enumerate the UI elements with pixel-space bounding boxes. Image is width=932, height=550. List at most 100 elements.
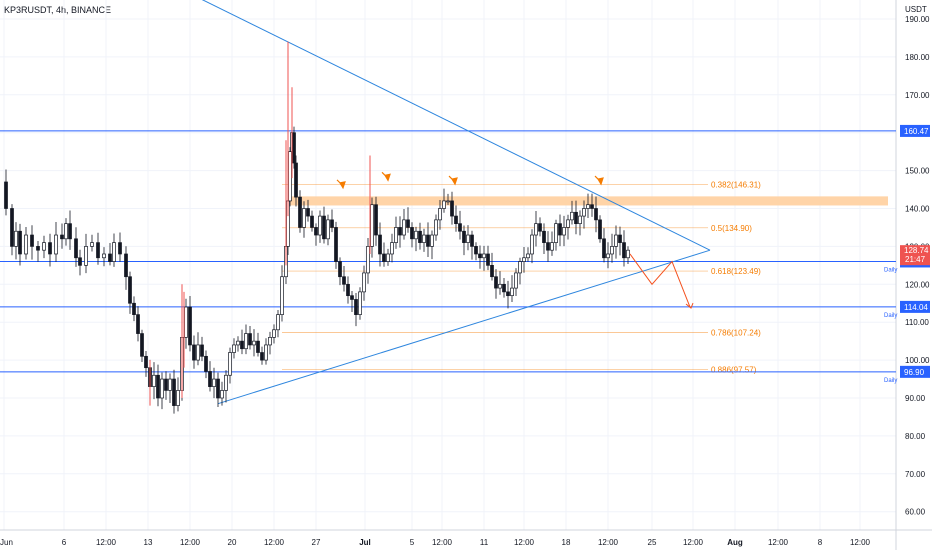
candle-body — [84, 246, 88, 266]
time-tick-label: 12:00 — [598, 538, 619, 547]
resistance-zone — [290, 196, 888, 206]
candle-body — [506, 291, 510, 297]
candle-body — [260, 352, 264, 361]
level-tag-label: Daily — [884, 378, 897, 384]
candle-body — [216, 378, 220, 399]
price-tick-label: 60.00 — [905, 508, 926, 517]
projection-path — [629, 253, 691, 308]
candle-body — [346, 283, 350, 297]
candle-body — [140, 333, 144, 357]
price-tick-label: 80.00 — [905, 432, 926, 441]
last-price-label: 128.74 — [904, 246, 929, 255]
candle-body — [586, 204, 590, 209]
candle-body — [406, 219, 410, 228]
candle-body — [184, 306, 188, 338]
candle-body — [566, 219, 570, 228]
marker-arrow-icon — [381, 171, 391, 182]
price-tick-label: 70.00 — [905, 470, 926, 479]
candle-body — [326, 219, 330, 240]
candle-body — [204, 355, 208, 372]
candle-body — [466, 234, 470, 243]
symbol-title[interactable]: KP3RUSDT, 4h, BINANCE — [4, 5, 112, 15]
candle-body — [606, 253, 610, 259]
candle-body — [54, 234, 58, 255]
candle-body — [280, 276, 284, 315]
time-tick-label: 6 — [62, 538, 67, 547]
candle-body — [474, 246, 478, 255]
level-badge-label: 96.90 — [904, 368, 925, 377]
candle-body — [622, 242, 626, 259]
candle-body — [168, 378, 172, 391]
candle-body — [212, 378, 216, 387]
candle-body — [446, 200, 450, 203]
candle-body — [244, 333, 248, 350]
candle-body — [118, 242, 122, 255]
candle-body — [386, 253, 390, 262]
candle-body — [74, 238, 78, 259]
candle-body — [450, 200, 454, 217]
level-tag-label: Daily — [884, 313, 897, 319]
candle-body — [334, 227, 338, 262]
candle-body — [522, 257, 526, 262]
candle-body — [454, 215, 458, 225]
candle-body — [18, 230, 22, 255]
candle-body — [156, 374, 160, 399]
candle-body — [294, 162, 298, 198]
candle-body — [36, 246, 40, 251]
candle-body — [570, 211, 574, 221]
candle-body — [594, 208, 598, 221]
candle-body — [200, 344, 204, 357]
candle-body — [302, 208, 306, 228]
candle-body — [78, 257, 82, 266]
level-tag-label: Daily — [884, 267, 897, 273]
fib-label: 0.786(107.24) — [711, 329, 761, 338]
time-tick-label: 12:00 — [180, 538, 201, 547]
candle-body — [188, 306, 192, 346]
candle-body — [192, 344, 196, 361]
candle-body — [546, 242, 550, 251]
candle-body — [90, 242, 94, 247]
candle-body — [252, 340, 256, 346]
candle-body — [24, 234, 28, 255]
candle-body — [4, 181, 8, 209]
time-tick-label: Aug — [727, 538, 743, 547]
candle-body — [232, 344, 236, 353]
marker-arrow-icon — [336, 179, 346, 190]
candle-body — [112, 242, 116, 262]
candle-body — [196, 344, 200, 361]
candle-body — [338, 261, 342, 278]
candle-body — [558, 223, 562, 236]
candle-body — [236, 340, 240, 346]
candle-body — [68, 223, 72, 240]
last-price-badge — [900, 245, 930, 266]
candle-body — [42, 242, 46, 251]
candle-body — [358, 291, 362, 315]
candle-body — [342, 276, 346, 285]
time-tick-label: 12:00 — [96, 538, 117, 547]
time-tick-label: 27 — [312, 538, 321, 547]
candle-body — [478, 253, 482, 259]
time-tick-label: 25 — [648, 538, 657, 547]
candle-body — [354, 299, 358, 315]
candle-body — [458, 223, 462, 232]
time-tick-label: Jul — [359, 538, 371, 547]
candle-body — [306, 208, 310, 217]
candle-body — [490, 265, 494, 278]
candle-body — [160, 378, 164, 399]
candle-body — [534, 223, 538, 236]
candle-body — [108, 253, 112, 262]
price-tick-label: 170.00 — [905, 91, 930, 100]
candle-body — [538, 223, 542, 232]
candle-body — [298, 196, 302, 228]
candle-body — [442, 200, 446, 209]
candle-body — [398, 227, 402, 236]
candle-body — [240, 340, 244, 350]
fib-label: 0.886(97.57) — [711, 365, 757, 374]
candle-body — [410, 227, 414, 240]
candle-body — [314, 227, 318, 236]
marker-arrow-icon — [448, 175, 458, 186]
candle-body — [144, 355, 148, 369]
candle-body — [438, 208, 442, 221]
fib-label: 0.5(134.90) — [711, 224, 752, 233]
